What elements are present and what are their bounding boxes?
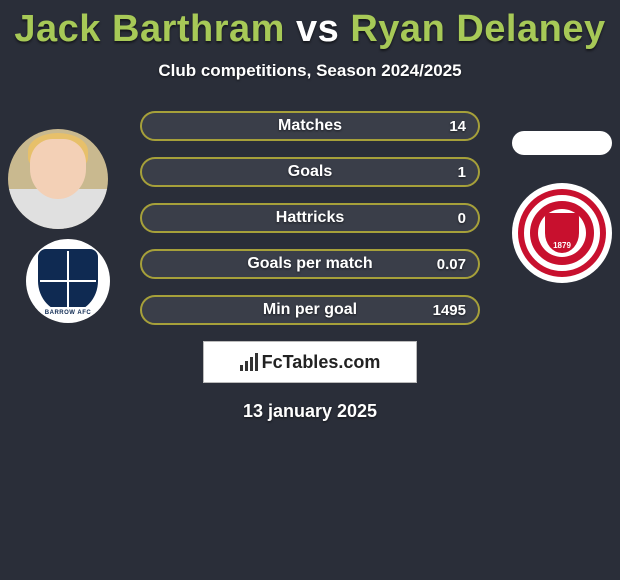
stat-right-value: 0 xyxy=(458,210,466,227)
brand-box: FcTables.com xyxy=(203,341,417,383)
stat-label: Matches xyxy=(278,117,342,135)
stat-right-value: 1495 xyxy=(433,302,466,319)
left-column: BARROW AFC xyxy=(8,111,110,323)
comparison-content: BARROW AFC 1879 Matches 14 Goals 1 xyxy=(0,111,620,422)
stat-label: Goals xyxy=(288,163,332,181)
player1-avatar xyxy=(8,129,108,229)
bar-chart-icon xyxy=(240,353,258,371)
date-text: 13 january 2025 xyxy=(0,401,620,422)
stat-label: Goals per match xyxy=(247,255,372,273)
stat-row: Matches 14 xyxy=(140,111,480,141)
stat-row: Hattricks 0 xyxy=(140,203,480,233)
player2-avatar xyxy=(512,131,612,155)
right-column: 1879 xyxy=(512,111,612,283)
player1-club-crest: BARROW AFC xyxy=(26,239,110,323)
stat-row: Min per goal 1495 xyxy=(140,295,480,325)
stat-right-value: 0.07 xyxy=(437,256,466,273)
crest-banner-text: BARROW AFC xyxy=(34,307,102,319)
player2-club-crest: 1879 xyxy=(512,183,612,283)
stat-label: Hattricks xyxy=(276,209,344,227)
vs-text: vs xyxy=(296,8,339,50)
stat-row: Goals per match 0.07 xyxy=(140,249,480,279)
player2-name: Ryan Delaney xyxy=(350,8,605,50)
stat-right-value: 1 xyxy=(458,164,466,181)
stats-panel: Matches 14 Goals 1 Hattricks 0 Goals per… xyxy=(140,111,480,325)
stat-label: Min per goal xyxy=(263,301,357,319)
player1-name: Jack Barthram xyxy=(14,8,285,50)
crest-year-text: 1879 xyxy=(512,241,612,250)
page-title: Jack Barthram vs Ryan Delaney xyxy=(0,0,620,51)
subtitle: Club competitions, Season 2024/2025 xyxy=(0,61,620,81)
stat-row: Goals 1 xyxy=(140,157,480,187)
stat-right-value: 14 xyxy=(449,118,466,135)
brand-text: FcTables.com xyxy=(262,352,381,373)
